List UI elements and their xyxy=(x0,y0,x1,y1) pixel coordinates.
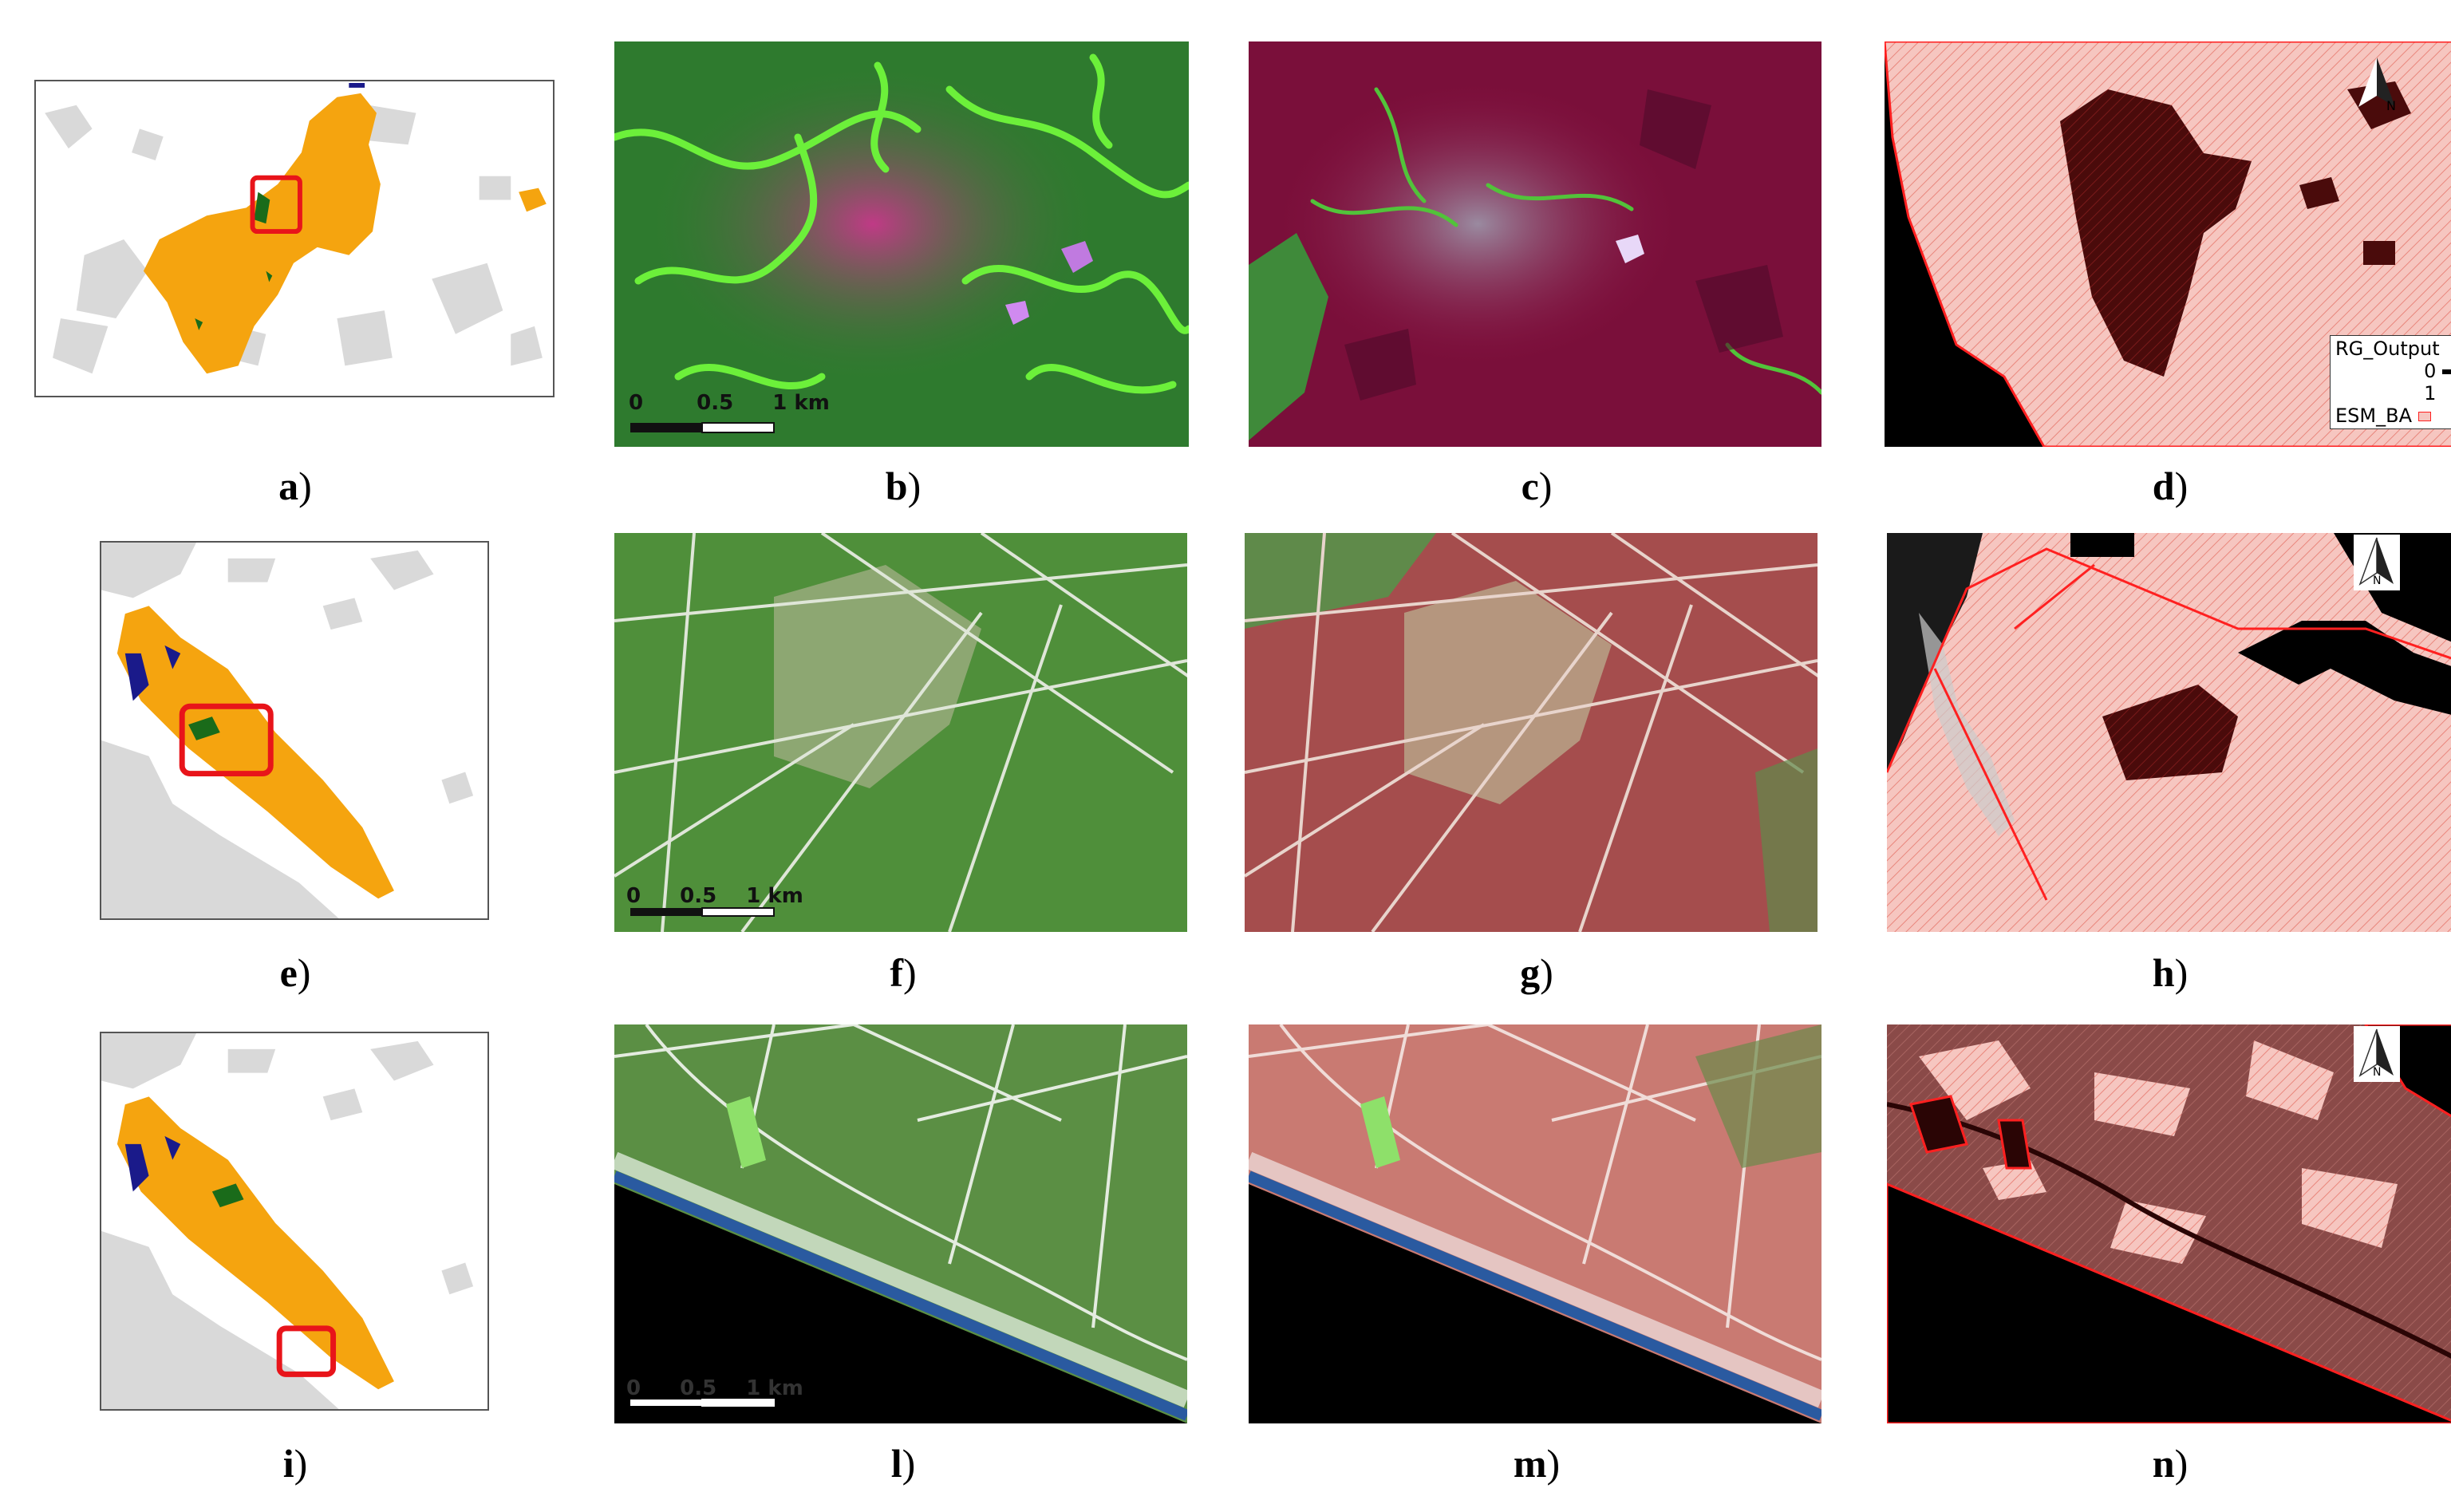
caption-l: l) xyxy=(890,1441,916,1486)
panel-l-satellite-image xyxy=(614,1024,1187,1423)
north-label: N xyxy=(2386,98,2396,113)
scale-tick-1km: 1 km xyxy=(746,1376,803,1400)
burned-area-shape-i xyxy=(116,1096,394,1390)
panel-g-satellite-image xyxy=(1245,533,1818,932)
north-arrow-icon-n: N xyxy=(2354,1026,2400,1082)
scale-tick-05: 0.5 xyxy=(680,1376,717,1400)
burned-area-shape-e xyxy=(116,606,394,899)
rg-output-map-h xyxy=(1887,533,2451,932)
caption-h: h) xyxy=(2152,950,2189,995)
caption-a: a) xyxy=(278,464,312,508)
scale-tick-0: 0 xyxy=(626,884,641,908)
overview-map-e xyxy=(101,543,487,918)
scale-bar-b: 0 0.5 1 km xyxy=(629,391,830,415)
scale-tick-05: 0.5 xyxy=(697,391,734,415)
rg-output-map-n xyxy=(1887,1024,2451,1423)
panel-e-overview-map xyxy=(100,541,489,920)
north-arrow-icon-d: N xyxy=(2354,57,2400,113)
caption-d: d) xyxy=(2152,464,2189,508)
panel-c-satellite-image xyxy=(1249,41,1821,447)
north-arrow-icon-h: N xyxy=(2354,535,2400,590)
caption-e: e) xyxy=(279,950,311,995)
legend-value-0: 0 xyxy=(2424,360,2437,382)
scale-tick-0: 0 xyxy=(626,1376,641,1400)
scale-bar-l: 0 0.5 1 km xyxy=(626,1376,803,1400)
scale-tick-0: 0 xyxy=(629,391,644,415)
legend-box-d: RG_Output 0 1 ESM_BA xyxy=(2330,335,2451,429)
panel-h-rg-output xyxy=(1887,533,2451,932)
caption-f: f) xyxy=(890,950,917,995)
satellite-image-l xyxy=(614,1024,1187,1423)
rg-output-map-d xyxy=(1885,41,2451,447)
satellite-image-b xyxy=(614,41,1189,447)
panel-n-rg-output xyxy=(1887,1024,2451,1423)
overview-map-i xyxy=(101,1033,487,1409)
panel-b-satellite-image xyxy=(614,41,1189,447)
caption-c: c) xyxy=(1521,464,1553,508)
caption-m: m) xyxy=(1513,1441,1561,1486)
panel-i-overview-map xyxy=(100,1032,489,1411)
highlight-box-a xyxy=(250,175,302,235)
satellite-image-g xyxy=(1245,533,1818,932)
north-label: N xyxy=(2373,1066,2381,1079)
highlight-box-e xyxy=(179,703,274,777)
scale-bar-f: 0 0.5 1 km xyxy=(626,884,803,908)
scale-tick-1km: 1 km xyxy=(772,391,830,415)
panel-m-satellite-image xyxy=(1249,1024,1821,1423)
north-label: N xyxy=(2373,574,2381,587)
caption-g: g) xyxy=(1520,950,1553,995)
caption-b: b) xyxy=(885,464,922,508)
satellite-image-c xyxy=(1249,41,1821,447)
scale-tick-1km: 1 km xyxy=(746,884,803,908)
legend-title: RG_Output xyxy=(2335,338,2440,360)
overview-map-a xyxy=(37,81,552,396)
scale-tick-05: 0.5 xyxy=(680,884,717,908)
caption-n: n) xyxy=(2152,1441,2189,1486)
legend-layer-name: ESM_BA xyxy=(2335,405,2412,427)
panel-d-rg-output xyxy=(1885,41,2451,447)
panel-f-satellite-image xyxy=(614,533,1187,932)
legend-value-1: 1 xyxy=(2424,382,2437,405)
caption-i: i) xyxy=(282,1441,308,1486)
satellite-image-f xyxy=(614,533,1187,932)
satellite-image-m xyxy=(1249,1024,1821,1423)
panel-a-overview-map xyxy=(34,80,555,397)
highlight-box-i xyxy=(276,1325,337,1377)
